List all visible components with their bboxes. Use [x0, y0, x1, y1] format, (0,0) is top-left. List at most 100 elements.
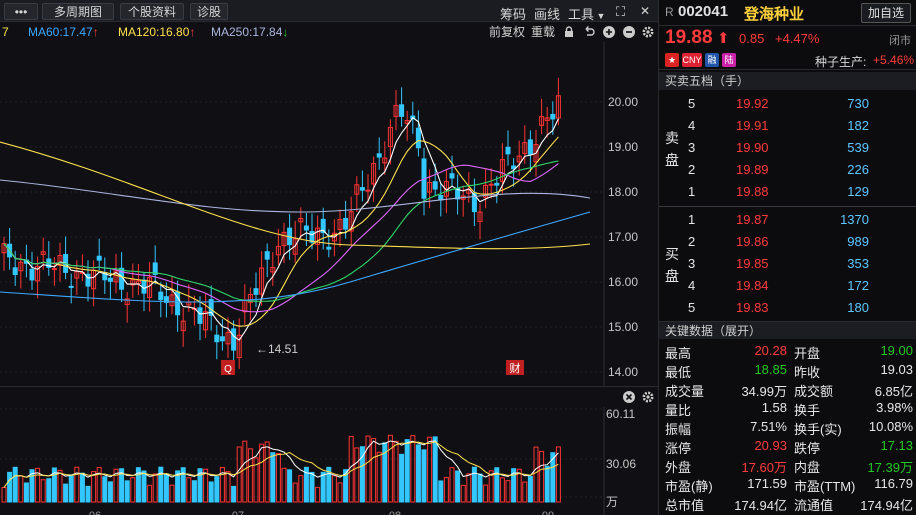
candle-body — [236, 334, 242, 359]
buy-price[interactable]: 19.86 — [736, 234, 769, 249]
volume-bar — [477, 473, 483, 503]
order-level: 2 — [688, 162, 696, 177]
sell-price[interactable]: 19.92 — [736, 96, 769, 111]
adjust-forward-button[interactable]: 前复权 — [489, 25, 526, 39]
candle-body — [320, 218, 326, 234]
close-icon[interactable] — [622, 390, 636, 404]
gear-icon[interactable] — [641, 390, 655, 404]
volume-bar — [315, 486, 321, 503]
key-data-label: 市盈(TTM) — [794, 479, 856, 494]
candle-body — [516, 155, 522, 163]
stock-name: 登海种业 — [744, 6, 805, 23]
volume-chart[interactable]: 60.11 30.06 万 06 07 08 09 — [0, 407, 658, 515]
volume-bar — [343, 469, 349, 503]
key-data-label: 振幅 — [665, 422, 692, 437]
buy-price[interactable]: 19.83 — [736, 300, 769, 315]
ma60-label: MA60:17.47↑ — [28, 25, 99, 39]
order-level: 3 — [688, 140, 696, 155]
key-data-label: 总市值 — [665, 498, 705, 513]
sell-price[interactable]: 19.91 — [736, 118, 769, 133]
chips-button[interactable]: 筹码 — [500, 7, 527, 22]
overlay-button[interactable]: 重载 — [531, 25, 556, 39]
buy-volume: 1370 — [840, 212, 869, 227]
volume-bar — [102, 476, 108, 503]
draw-line-button[interactable]: 画线 — [534, 7, 561, 22]
volume-bar — [466, 473, 472, 503]
volume-bar — [225, 471, 231, 503]
chevron-down-icon: ▼ — [594, 11, 606, 21]
sell-label: 盘 — [665, 152, 679, 168]
candle-body — [449, 173, 455, 179]
candle-body — [1, 243, 7, 254]
key-data-value: 19.00 — [880, 343, 913, 358]
volume-bar — [371, 437, 377, 503]
close-icon[interactable]: ✕ — [640, 4, 651, 18]
multi-period-button[interactable]: 多周期图 — [42, 3, 114, 20]
industry-name[interactable]: 种子生产: — [815, 55, 867, 69]
buy-volume: 172 — [847, 278, 869, 293]
candle-body — [359, 187, 365, 191]
ma5-line — [3, 116, 559, 341]
key-data-title[interactable]: 关键数据（展开） — [659, 321, 916, 339]
connect-tag: 陆 — [722, 53, 736, 67]
buy-price[interactable]: 19.84 — [736, 278, 769, 293]
lock-icon[interactable] — [562, 25, 576, 39]
candlestick-chart[interactable]: 20.00 19.00 18.00 17.00 16.00 15.00 14.00 ←14.… — [0, 42, 658, 386]
gear-icon[interactable] — [641, 25, 655, 39]
earnings-marker-label: 财 — [510, 361, 521, 375]
candle-body — [432, 181, 438, 190]
candle-body — [225, 332, 231, 345]
diagnose-button[interactable]: 诊股 — [190, 3, 228, 20]
sell-price[interactable]: 19.88 — [736, 184, 769, 199]
price-axis-label: 18.00 — [608, 185, 638, 199]
tools-menu[interactable]: 工具 ▼ — [568, 4, 605, 23]
volume-bar — [354, 447, 360, 503]
candle-body — [231, 328, 237, 351]
volume-bar — [7, 471, 13, 503]
volume-bar — [511, 468, 517, 503]
buy-label: 盘 — [665, 268, 679, 284]
candle-body — [539, 116, 545, 126]
sell-price[interactable]: 19.90 — [736, 140, 769, 155]
buy-price[interactable]: 19.85 — [736, 256, 769, 271]
menu-button[interactable]: ••• — [4, 3, 38, 20]
zoom-in-icon[interactable] — [602, 25, 616, 39]
candle-body — [298, 217, 304, 223]
arrow-up-icon: ↑ — [92, 25, 99, 39]
sell-volume: 730 — [847, 96, 869, 111]
industry-change: +5.46% — [873, 53, 915, 67]
undo-icon[interactable] — [582, 25, 596, 39]
volume-bar — [483, 484, 489, 503]
order-level: 1 — [688, 184, 696, 199]
candle-body — [499, 159, 505, 182]
sell-price[interactable]: 19.89 — [736, 162, 769, 177]
candle-body — [152, 262, 158, 275]
candle-body — [337, 219, 343, 230]
volume-bar — [550, 452, 556, 503]
fullscreen-icon[interactable]: ⛶ — [616, 4, 626, 19]
buy-volume: 353 — [847, 256, 869, 271]
volume-bar — [203, 468, 209, 503]
candle-body — [371, 163, 377, 185]
volume-bar — [427, 436, 433, 503]
candle-body — [35, 265, 41, 282]
key-data-label: 内盘 — [794, 460, 821, 475]
candle-body — [130, 279, 136, 286]
q-marker[interactable] — [221, 360, 235, 375]
zoom-out-icon[interactable] — [622, 25, 636, 39]
stock-info-button[interactable]: 个股资料 — [120, 3, 184, 20]
volume-bar — [387, 434, 393, 503]
key-data-value: 17.39万 — [867, 460, 913, 475]
volume-ma10-line — [3, 441, 559, 488]
volume-bar — [46, 478, 52, 503]
sell-volume: 226 — [847, 162, 869, 177]
quote-panel: R 002041 登海种业 加自选 19.88 ⬆ 0.85 +4.47% 闭市… — [658, 0, 916, 515]
candle-body — [471, 193, 477, 213]
earnings-marker[interactable] — [506, 360, 524, 375]
volume-header — [0, 386, 658, 406]
volume-bar — [85, 485, 91, 503]
order-book-title[interactable]: 买卖五档（手） — [659, 72, 916, 90]
volume-bar — [175, 470, 181, 503]
add-watchlist-button[interactable]: 加自选 — [861, 3, 911, 23]
buy-price[interactable]: 19.87 — [736, 212, 769, 227]
